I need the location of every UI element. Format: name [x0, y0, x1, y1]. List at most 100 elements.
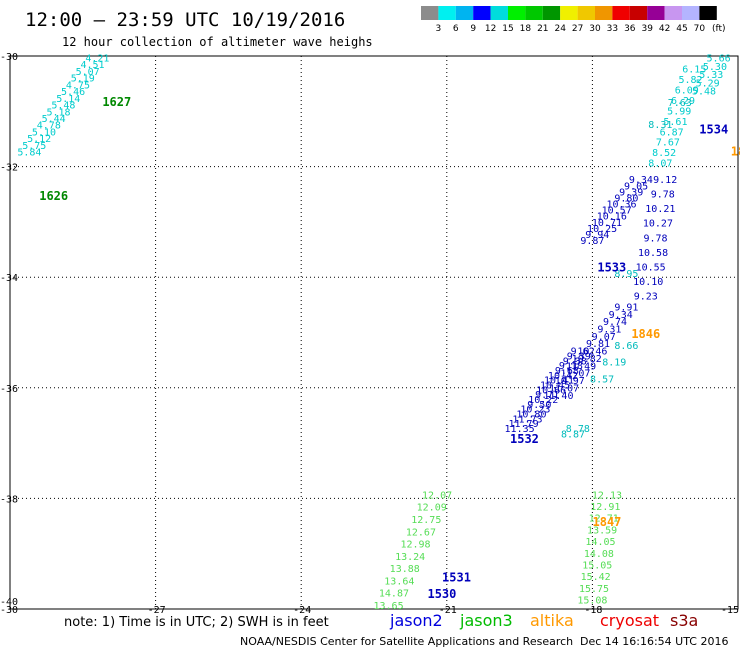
wave-height-point: 5.46: [61, 87, 85, 98]
wave-height-point: 11.07: [549, 383, 579, 394]
wave-height-point: 5.12: [27, 134, 51, 145]
wave-height-point: 9.50: [527, 400, 551, 411]
legend-entry: jason2: [389, 611, 443, 630]
wave-height-point: 10.66: [536, 385, 566, 396]
wave-height-point: 13.88: [390, 564, 420, 575]
wave-height-point: 12.09: [417, 503, 447, 514]
y-tick-label: -40: [0, 597, 18, 608]
wave-height-point: 5.48: [692, 87, 716, 98]
x-tick-label: -24: [293, 605, 311, 616]
wave-height-point: 9.31: [597, 325, 621, 336]
wave-height-point: 4.75: [66, 80, 90, 91]
wave-height-point: 15.42: [581, 572, 611, 583]
wave-height-point: 8.07: [648, 159, 672, 170]
wave-height-point: 9.39: [567, 351, 591, 362]
wave-height-point: 10.16: [597, 212, 627, 223]
color-swatch: [421, 6, 439, 20]
color-scale-labels: 3 6 9 12 15 18 21 24 27 30 33 36 39 42 45 70: [436, 24, 706, 34]
wave-height-point: 5.33: [699, 70, 723, 81]
color-scale-label: 36: [624, 24, 636, 34]
color-scale-label: 21: [537, 24, 548, 34]
color-swatch: [438, 6, 456, 20]
wave-height-point: 10.21: [645, 204, 675, 215]
wave-height-point: 8.78: [566, 424, 590, 435]
footer-credit: NOAA/NESDIS Center for Satellite Applica…: [240, 635, 573, 648]
wave-height-point: 5.10: [32, 127, 56, 138]
wave-height-point: 9.78: [643, 233, 667, 244]
color-scale-label: 39: [641, 24, 653, 34]
wave-height-point: 10.55: [636, 262, 666, 273]
pass-number: 1847: [593, 515, 622, 529]
wave-height-point: 9.23: [634, 291, 658, 302]
wave-height-point: 11.35: [505, 424, 535, 435]
wave-height-point: 10.57: [602, 206, 632, 217]
color-scale-label: 6: [453, 24, 459, 34]
wave-height-point: 10.80: [516, 410, 546, 421]
wave-height-point: 9.94: [585, 230, 609, 241]
wave-height-point: 11.79: [508, 419, 538, 430]
pass-number: 18: [731, 145, 740, 159]
wave-height-point: 13.64: [384, 576, 414, 587]
wave-height-point: 9.38: [563, 356, 587, 367]
color-swatch: [612, 6, 630, 20]
wave-height-point: 8.66: [614, 341, 638, 352]
wave-height-point: 10.46: [577, 347, 607, 358]
wave-height-point: 10.23: [520, 405, 550, 416]
pass-number: 1531: [442, 570, 471, 584]
wave-height-point: 9.34: [609, 310, 633, 321]
color-swatch: [508, 6, 526, 20]
wave-height-point: 9.68: [555, 366, 579, 377]
color-scale-label: 18: [520, 24, 532, 34]
pass-number: 1532: [510, 432, 539, 446]
wave-height-point: 11.40: [543, 391, 573, 402]
wave-height-point: 4.21: [85, 54, 109, 65]
color-scale-label: 12: [485, 24, 496, 34]
color-scale-label: 70: [694, 24, 706, 34]
wave-height-point: 5.14: [56, 94, 80, 105]
wave-height-point: 12.75: [411, 515, 441, 526]
wave-height-point: 10.71: [592, 218, 622, 229]
wave-height-point: 5.99: [667, 106, 691, 117]
color-swatch: [629, 6, 648, 20]
corner-tick-label: -30: [0, 605, 18, 616]
color-scale-label: 30: [589, 24, 601, 34]
wave-height-point: 8.19: [602, 358, 626, 369]
wave-height-point: 10.25: [587, 224, 617, 235]
color-swatch: [473, 6, 491, 20]
wave-height-labels: 4.214.515.075.194.755.465.145.485.185.44…: [17, 54, 730, 612]
satellite-legend: jason2 jason3 altika cryosat s3a: [389, 611, 698, 630]
wave-height-point: 15.08: [577, 595, 607, 606]
legend-entry: cryosat: [600, 611, 659, 630]
color-scale-label: 15: [502, 24, 513, 34]
legend-entry: s3a: [670, 611, 698, 630]
wave-height-point: 12.67: [406, 527, 436, 538]
wave-height-point: 10.97: [555, 376, 585, 387]
wave-height-point: 12.71: [589, 514, 619, 525]
color-swatch: [682, 6, 700, 20]
pass-number: 1627: [102, 95, 131, 109]
pass-number: 1533: [597, 261, 626, 275]
wave-height-point: 4.51: [80, 60, 104, 71]
wave-height-point: 11.49: [566, 361, 596, 372]
wave-height-point: 10.22: [528, 395, 558, 406]
wave-height-point: 9.80: [614, 193, 638, 204]
wave-height-point: 9.91: [614, 302, 638, 313]
wave-height-point: 6.87: [660, 127, 684, 138]
grid-lines: [10, 56, 738, 609]
wave-height-point: 8.95: [614, 269, 638, 280]
wave-height-point: 9.78: [651, 190, 675, 201]
color-swatch: [699, 6, 717, 20]
wave-height-point: 15.75: [579, 584, 609, 595]
wave-height-point: 9.18: [559, 361, 583, 372]
wave-height-point: 10.27: [643, 219, 673, 230]
wave-height-point: 8.31: [648, 120, 672, 131]
wave-height-point: 9.81: [586, 339, 610, 350]
color-swatch: [455, 6, 474, 20]
wave-height-point: 6.09: [675, 85, 699, 96]
wave-height-point: 12.91: [590, 502, 620, 513]
wave-height-point: 9.71: [535, 390, 559, 401]
x-tick-label: -27: [148, 605, 166, 616]
wave-height-point: 15.05: [582, 560, 612, 571]
wave-height-point: 5.18: [46, 107, 70, 118]
